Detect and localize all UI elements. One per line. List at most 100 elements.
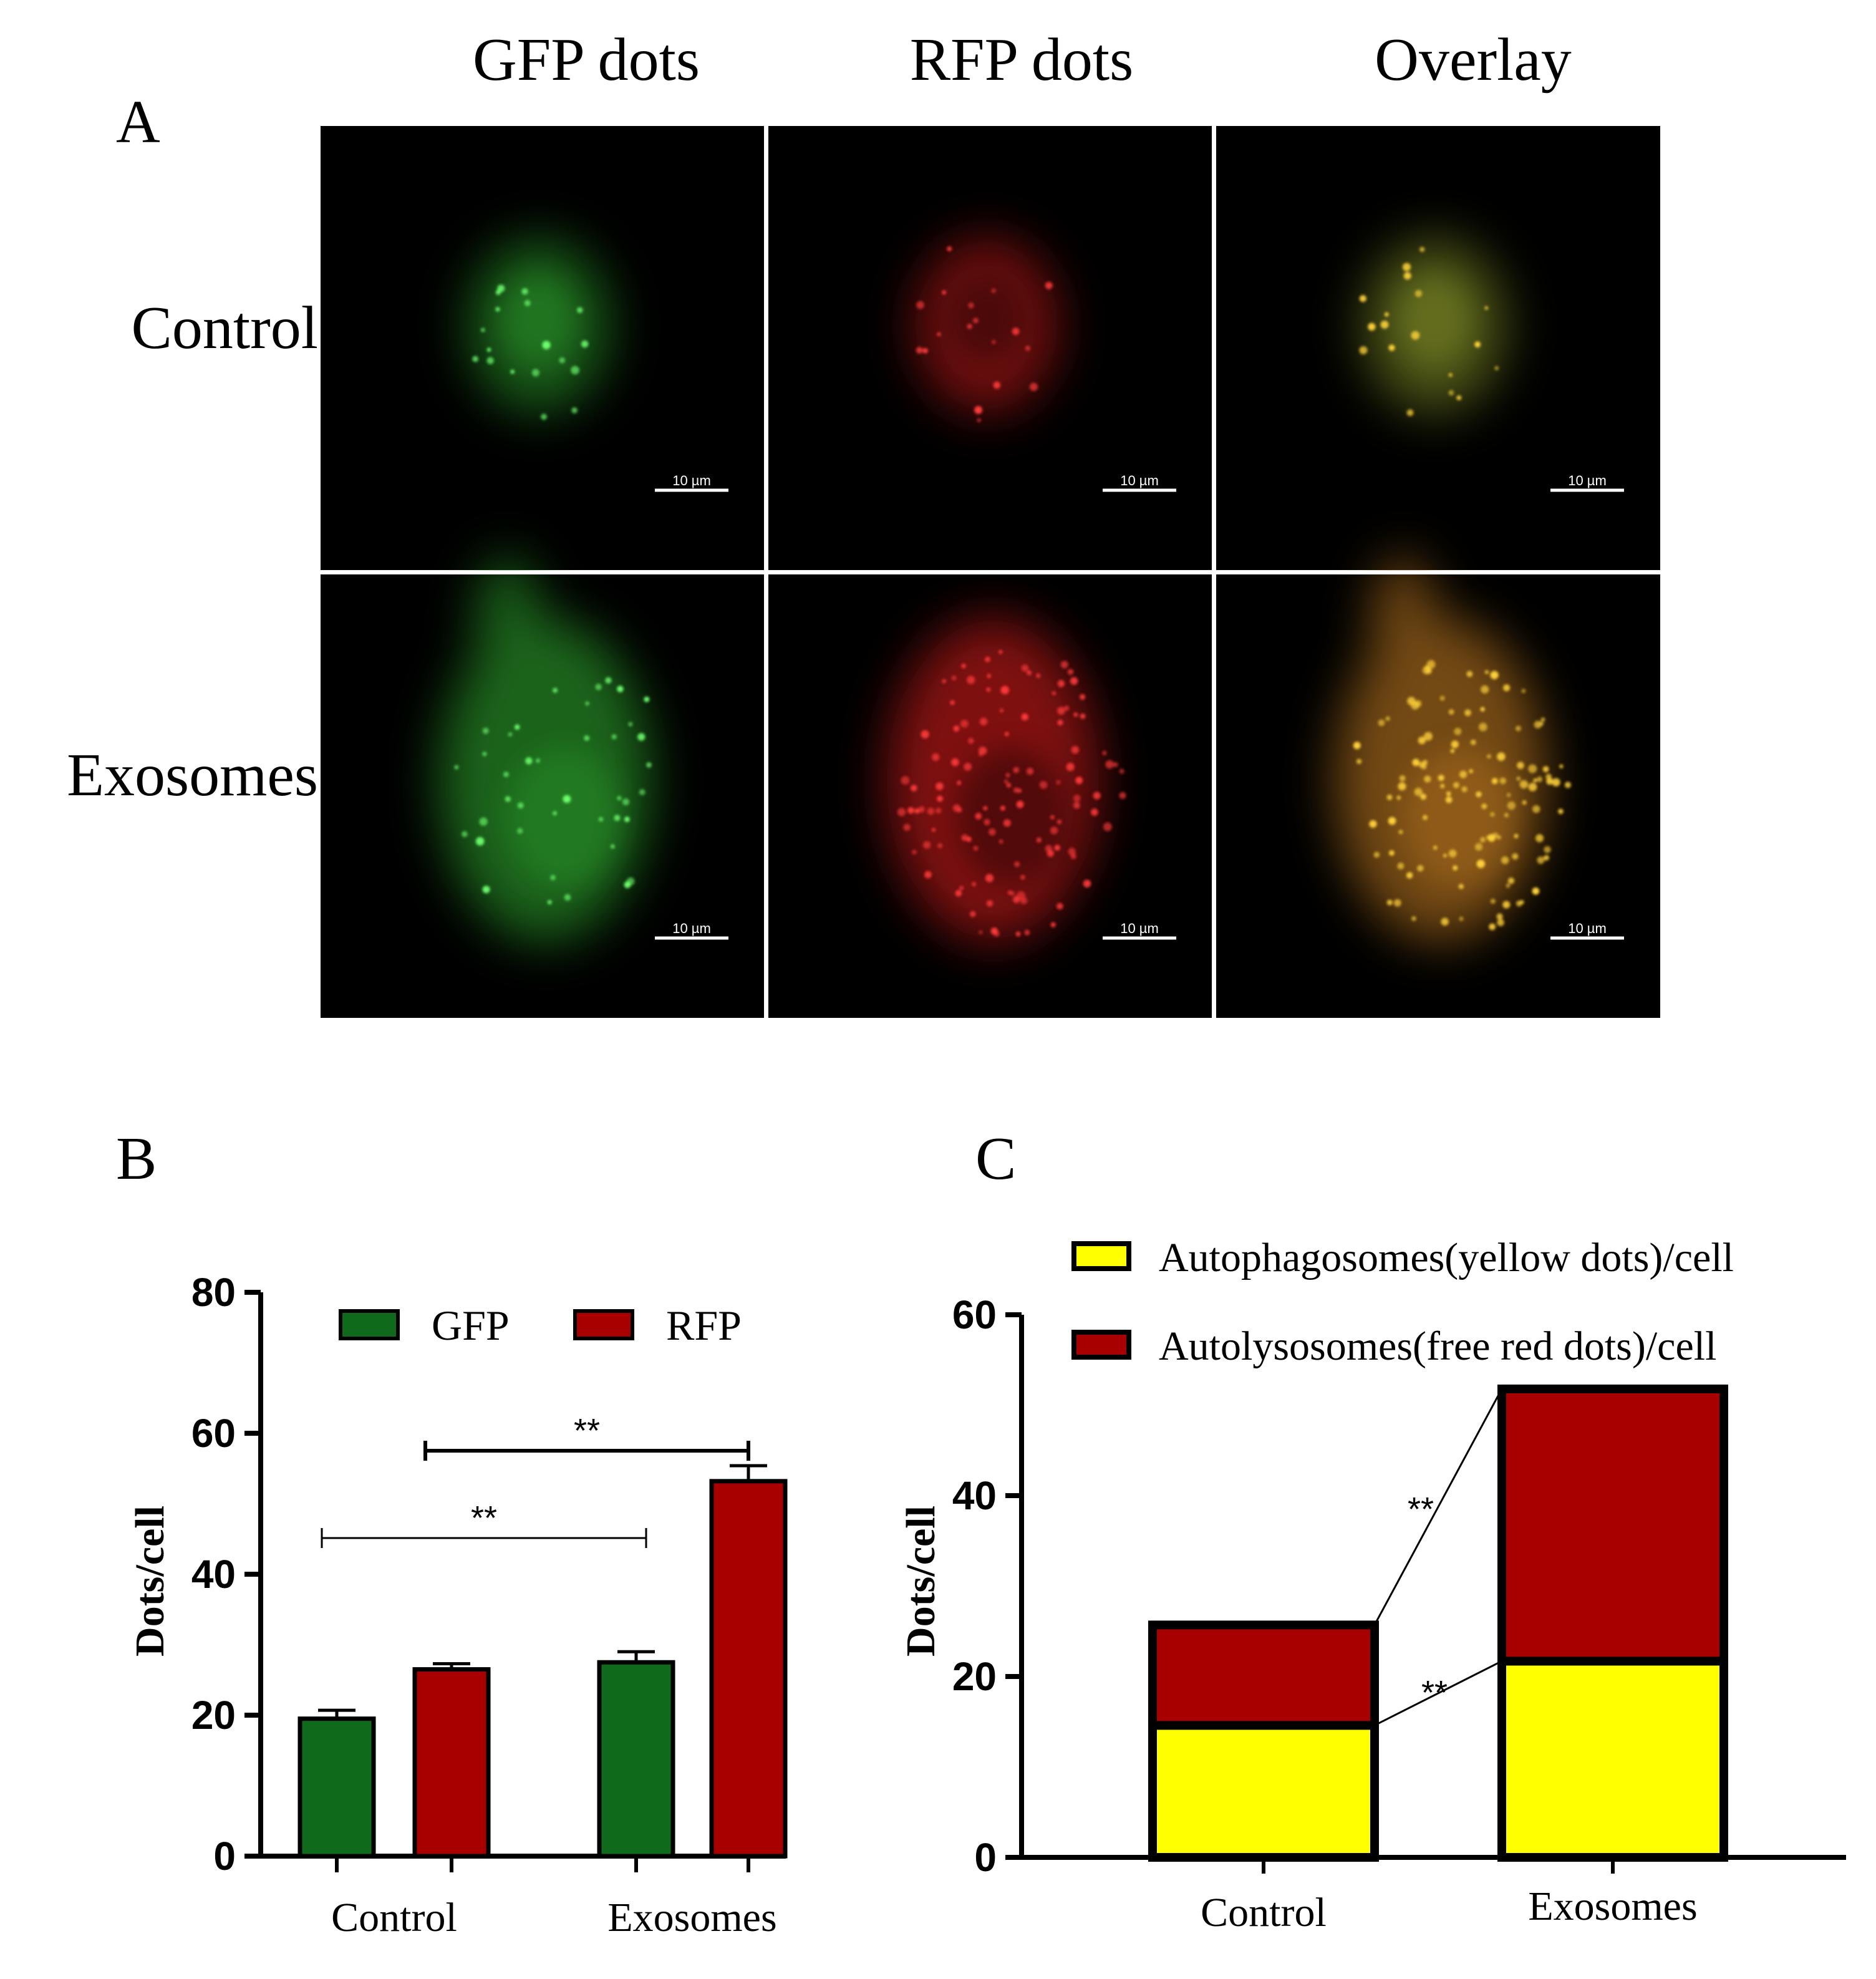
punctum bbox=[617, 796, 622, 801]
punctum bbox=[1528, 783, 1537, 791]
punctum bbox=[1000, 685, 1010, 695]
punctum bbox=[1075, 777, 1083, 785]
nucleus-glow bbox=[1397, 276, 1472, 363]
punctum bbox=[644, 696, 650, 702]
punctum bbox=[1070, 677, 1078, 685]
punctum bbox=[1054, 844, 1060, 851]
punctum bbox=[1103, 822, 1112, 831]
punctum bbox=[1060, 660, 1068, 669]
nucleus bbox=[1403, 748, 1516, 886]
punctum bbox=[1486, 754, 1491, 759]
punctum bbox=[1486, 835, 1491, 840]
punctum bbox=[553, 687, 558, 693]
punctum bbox=[979, 752, 983, 757]
scale-bar-label: 10 µm bbox=[672, 473, 711, 488]
punctum bbox=[1438, 775, 1444, 781]
punctum bbox=[1017, 788, 1022, 793]
punctum bbox=[1459, 916, 1464, 921]
punctum bbox=[628, 722, 633, 727]
punctum bbox=[1393, 899, 1401, 907]
punctum bbox=[1507, 793, 1511, 797]
panel-b-plot: 0 20 40 60 80 Control Exosomes GFP RFP ** ** bbox=[191, 1270, 788, 1940]
punctum bbox=[1419, 246, 1425, 253]
punctum bbox=[482, 752, 487, 757]
punctum bbox=[1067, 669, 1074, 675]
punctum bbox=[1559, 764, 1564, 768]
punctum bbox=[1026, 768, 1034, 775]
punctum bbox=[1433, 845, 1438, 850]
punctum bbox=[486, 357, 494, 364]
punctum bbox=[1396, 795, 1401, 800]
stacked-segment-autophagosomes bbox=[1148, 1721, 1379, 1862]
punctum bbox=[639, 789, 645, 795]
column-header-rfp: RFP dots bbox=[910, 26, 1134, 94]
punctum bbox=[897, 808, 906, 816]
scale-bar-label: 10 µm bbox=[1568, 473, 1607, 488]
punctum bbox=[1418, 737, 1426, 745]
punctum bbox=[1378, 719, 1385, 727]
legend-label: Autophagosomes(yellow dots)/cell bbox=[1159, 1235, 1734, 1280]
punctum bbox=[1552, 778, 1560, 786]
punctum bbox=[985, 656, 990, 662]
punctum bbox=[622, 798, 629, 806]
punctum bbox=[1517, 762, 1524, 770]
punctum bbox=[1494, 365, 1499, 370]
significance-label: ** bbox=[471, 1499, 497, 1537]
punctum bbox=[1006, 783, 1012, 788]
punctum bbox=[1466, 670, 1473, 677]
connector-total bbox=[1373, 1388, 1503, 1626]
punctum bbox=[903, 823, 911, 831]
punctum bbox=[1496, 913, 1503, 920]
punctum bbox=[1499, 777, 1507, 785]
punctum bbox=[1490, 811, 1495, 817]
punctum bbox=[1502, 901, 1511, 909]
punctum bbox=[1012, 327, 1020, 336]
punctum bbox=[937, 843, 943, 848]
y-tick-label: 60 bbox=[191, 1411, 236, 1456]
punctum bbox=[486, 347, 491, 352]
punctum bbox=[1544, 854, 1549, 861]
punctum bbox=[1528, 764, 1537, 773]
punctum bbox=[1424, 775, 1431, 783]
punctum bbox=[969, 911, 976, 917]
punctum bbox=[1063, 705, 1070, 711]
punctum bbox=[1050, 826, 1058, 835]
punctum bbox=[524, 299, 531, 306]
punctum bbox=[1516, 776, 1521, 781]
legend-swatch bbox=[1071, 1241, 1131, 1271]
punctum bbox=[961, 834, 969, 841]
punctum bbox=[1406, 872, 1413, 879]
punctum bbox=[957, 807, 962, 813]
punctum bbox=[1474, 843, 1483, 851]
x-category-label: Control bbox=[1201, 1890, 1327, 1935]
punctum bbox=[916, 301, 924, 309]
significance-label: ** bbox=[1408, 1491, 1434, 1528]
micrograph-control-rfp: 10 µm bbox=[768, 126, 1212, 570]
punctum bbox=[1537, 777, 1543, 782]
punctum bbox=[1490, 898, 1496, 904]
punctum bbox=[957, 780, 962, 785]
puncta bbox=[916, 246, 1053, 422]
panel-c-plot: 0 20 40 60 Control Exosomes ** ** Autophagosomes… bbox=[952, 1235, 1846, 1935]
punctum bbox=[1490, 670, 1499, 680]
y-tick-label: 80 bbox=[191, 1270, 236, 1315]
punctum bbox=[1359, 295, 1366, 302]
punctum bbox=[955, 889, 962, 897]
punctum bbox=[1503, 684, 1511, 692]
puncta bbox=[1359, 246, 1499, 417]
stacked-segment-autolysosomes bbox=[1497, 1384, 1728, 1666]
punctum bbox=[510, 369, 515, 374]
punctum bbox=[1021, 664, 1029, 672]
panel-a-label: A bbox=[116, 89, 160, 156]
punctum bbox=[1450, 748, 1455, 753]
punctum bbox=[1439, 695, 1445, 701]
punctum bbox=[1083, 879, 1091, 888]
punctum bbox=[921, 730, 929, 738]
punctum bbox=[1521, 689, 1526, 694]
punctum bbox=[1024, 929, 1030, 936]
punctum bbox=[1113, 762, 1118, 767]
punctum bbox=[1385, 716, 1390, 721]
punctum bbox=[1540, 717, 1545, 722]
punctum bbox=[960, 719, 969, 728]
panel-b-chart: B Dots/cell 0 20 40 60 80 Control Exosomes GFP R… bbox=[116, 1125, 788, 1940]
